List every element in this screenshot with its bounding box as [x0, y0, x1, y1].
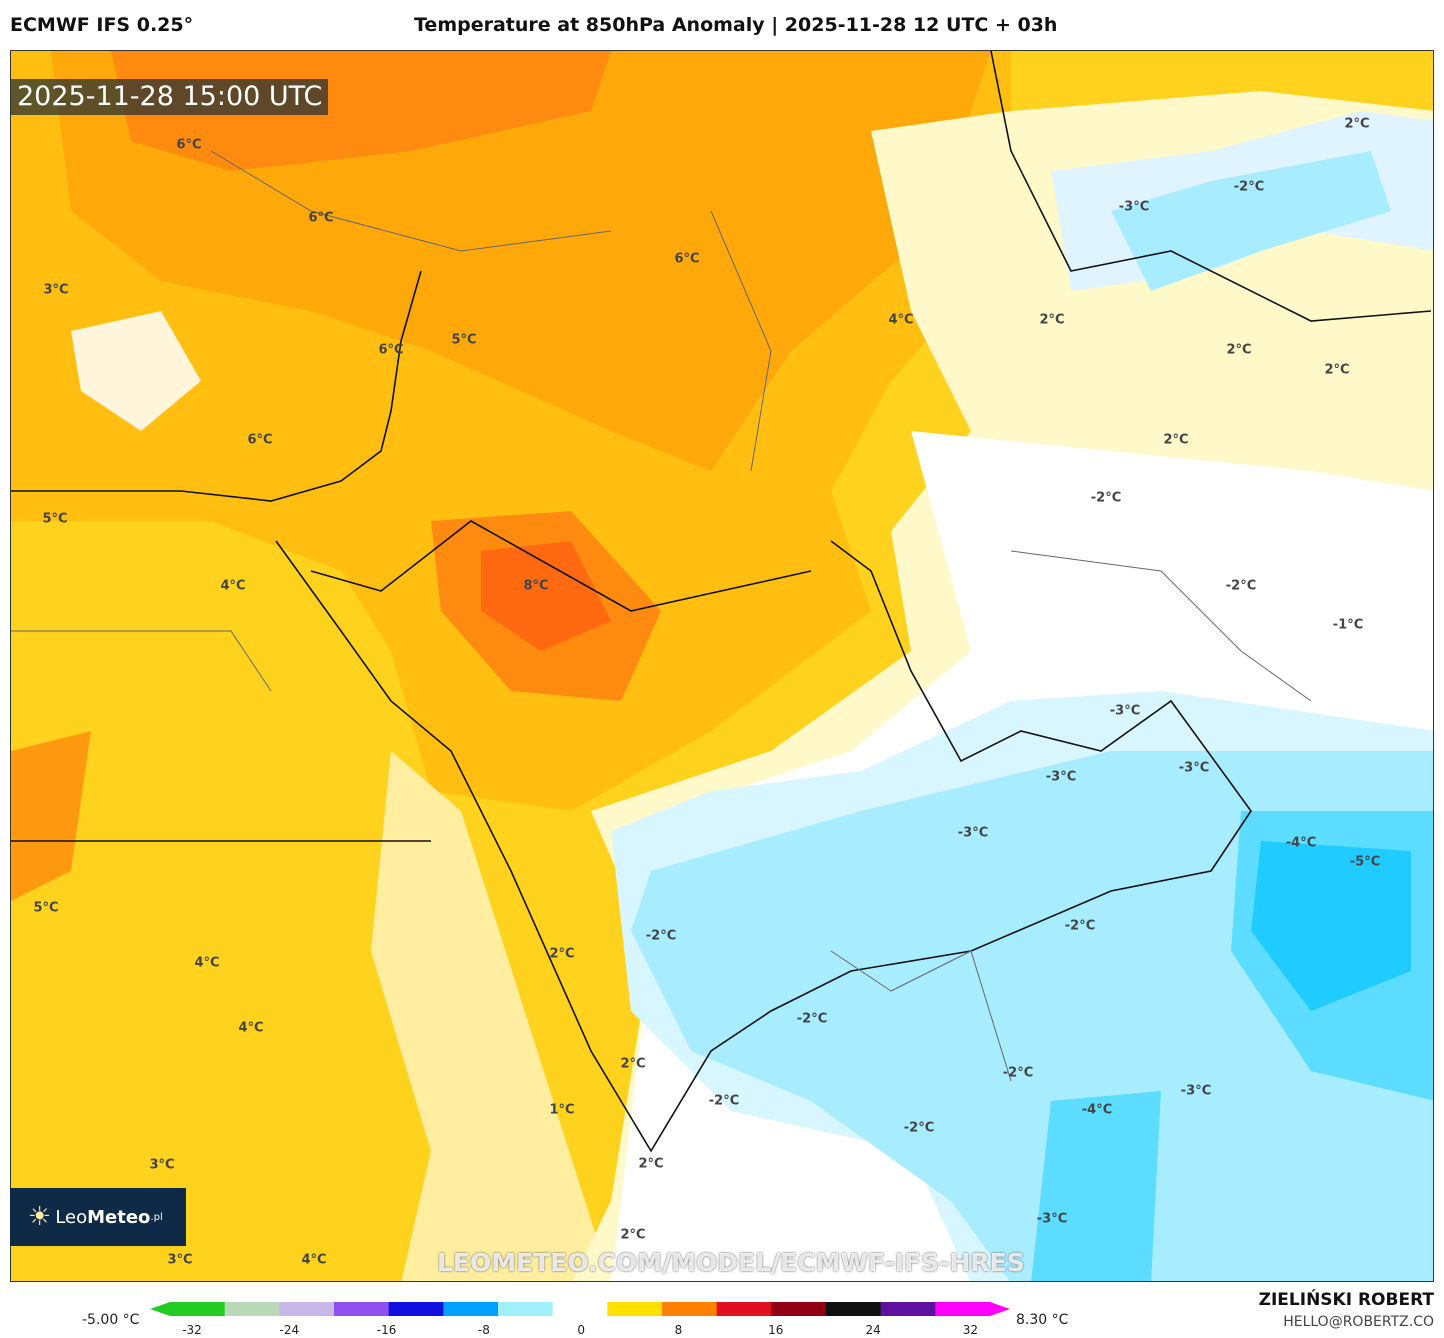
- isotherm-label: 3°C: [149, 1157, 175, 1173]
- isotherm-label: 6°C: [176, 137, 202, 153]
- colorbar-segment: [607, 1302, 663, 1316]
- isotherm-label: -3°C: [1036, 1211, 1068, 1227]
- colorbar-extend-arrow: [150, 1302, 170, 1316]
- isotherm-label: -3°C: [957, 825, 989, 841]
- isotherm-label: 4°C: [194, 955, 220, 971]
- colorbar-segment: [388, 1302, 445, 1316]
- logo-text-bold: Meteo: [87, 1206, 151, 1228]
- anomaly-field: [11, 51, 1433, 1281]
- colorbar-segment: [279, 1302, 335, 1316]
- colorbar-segment: [334, 1302, 390, 1316]
- colorbar-tick-label: -8: [477, 1323, 490, 1337]
- isotherm-label: 2°C: [620, 1056, 646, 1072]
- colorbar-segment: [498, 1302, 554, 1316]
- isotherm-label: 3°C: [43, 282, 69, 298]
- colorbar-segment: [552, 1302, 609, 1316]
- isotherm-label: 2°C: [1226, 342, 1252, 358]
- isotherm-label: 2°C: [1163, 432, 1189, 448]
- isotherm-label: 5°C: [451, 332, 477, 348]
- author-email: HELLO@ROBERTZ.CO: [1283, 1314, 1434, 1330]
- colorbar-segment: [935, 1302, 991, 1316]
- model-name: ECMWF IFS 0.25°: [10, 14, 194, 36]
- colorbar-segment: [224, 1302, 281, 1316]
- colorbar-segment: [716, 1302, 773, 1316]
- colorbar-tick-label: 0: [577, 1323, 586, 1337]
- temperature-anomaly-map[interactable]: 2025-11-28 15:00 UTC 6°C 6°C 3°C 6°C 5°C 6°C 4…: [10, 50, 1434, 1282]
- colorbar-segment: [826, 1302, 882, 1316]
- isotherm-label: -3°C: [1109, 703, 1141, 719]
- colorbar-tick-label: 8: [674, 1323, 683, 1337]
- isotherm-label: 4°C: [238, 1020, 264, 1036]
- isotherm-label: 2°C: [1344, 116, 1370, 132]
- isotherm-label: 2°C: [620, 1227, 646, 1243]
- isotherm-label: 4°C: [888, 312, 914, 328]
- isotherm-label: -2°C: [1090, 490, 1122, 506]
- isotherm-label: 5°C: [33, 900, 59, 916]
- isotherm-label: -3°C: [1118, 199, 1150, 215]
- logo-suffix: .pl: [150, 1211, 163, 1223]
- leometeo-logo[interactable]: ☀ Leo Meteo .pl: [10, 1188, 186, 1246]
- isotherm-label: 3°C: [167, 1252, 193, 1268]
- isotherm-label: 6°C: [378, 342, 404, 358]
- colorbar-segment: [662, 1302, 718, 1316]
- colorbar-segment: [170, 1302, 226, 1316]
- map-title: Temperature at 850hPa Anomaly | 2025-11-…: [414, 14, 1058, 36]
- isotherm-label: 4°C: [301, 1252, 327, 1268]
- colorbar-min-label: -5.00 °C: [82, 1312, 140, 1328]
- isotherm-label: -2°C: [903, 1120, 935, 1136]
- colorbar-tick-label: 24: [865, 1323, 881, 1337]
- isotherm-label: 2°C: [1324, 362, 1350, 378]
- isotherm-label: -3°C: [1178, 760, 1210, 776]
- colorbar-tick-label: -16: [376, 1323, 397, 1337]
- isotherm-label: -2°C: [645, 928, 677, 944]
- logo-text-light: Leo: [55, 1206, 88, 1228]
- isotherm-label: 1°C: [549, 1102, 575, 1118]
- colorbar-tick-label: 32: [962, 1323, 979, 1337]
- colorbar-tick-label: -24: [279, 1323, 300, 1337]
- valid-time-stamp: 2025-11-28 15:00 UTC: [11, 79, 329, 115]
- isotherm-label: 6°C: [247, 432, 273, 448]
- isotherm-label: -4°C: [1285, 835, 1317, 851]
- isotherm-label: 4°C: [220, 578, 246, 594]
- isotherm-label: 2°C: [549, 946, 575, 962]
- isotherm-label: -2°C: [1064, 918, 1096, 934]
- colorbar-extend-arrow: [990, 1302, 1010, 1316]
- isotherm-label: -5°C: [1349, 854, 1381, 870]
- watermark-url: LEOMETEO.COM/MODEL/ECMWF-IFS-HRES: [437, 1248, 1025, 1277]
- isotherm-label: -2°C: [708, 1093, 740, 1109]
- author-name: ZIELIŃSKI ROBERT: [1258, 1290, 1434, 1310]
- colorbar-tick-label: 16: [768, 1323, 784, 1337]
- isotherm-label: -3°C: [1180, 1083, 1212, 1099]
- isotherm-label: -4°C: [1081, 1102, 1113, 1118]
- colorbar: [150, 1302, 1010, 1316]
- isotherm-label: -2°C: [1225, 578, 1257, 594]
- isotherm-label: -2°C: [1002, 1065, 1034, 1081]
- isotherm-label: -2°C: [796, 1011, 828, 1027]
- isotherm-label: 6°C: [308, 210, 334, 226]
- sun-icon: ☀: [28, 1202, 52, 1232]
- colorbar-max-label: 8.30 °C: [1016, 1312, 1069, 1328]
- isotherm-label: 2°C: [1039, 312, 1065, 328]
- isotherm-label: -1°C: [1332, 617, 1364, 633]
- colorbar-segment: [771, 1302, 827, 1316]
- colorbar-tick-label: -32: [182, 1323, 202, 1337]
- isotherm-label: 8°C: [523, 578, 549, 594]
- isotherm-label: -2°C: [1233, 179, 1265, 195]
- isotherm-label: 2°C: [638, 1156, 664, 1172]
- colorbar-segment: [880, 1302, 937, 1316]
- colorbar-segment: [443, 1302, 499, 1316]
- isotherm-label: 6°C: [674, 251, 700, 267]
- isotherm-label: 5°C: [42, 511, 68, 527]
- isotherm-label: -3°C: [1045, 769, 1077, 785]
